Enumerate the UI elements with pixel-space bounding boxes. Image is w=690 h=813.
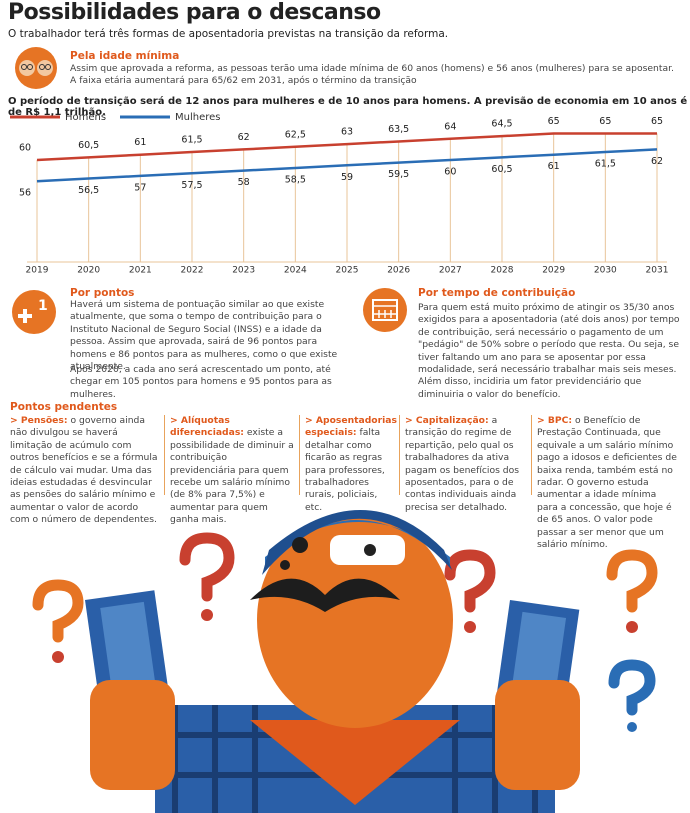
section-text: Após 2020, a cada ano será acrescentado … [70, 364, 332, 400]
icon-glyph: 1 [38, 298, 48, 314]
line-chart: Homens Mulheres 2019 2020 2021 2022 2023 2024 20… [10, 112, 669, 276]
pending-item: > BPC: o Benefício de Prestação Continua… [537, 415, 677, 551]
chart-title: O período de transição será de 12 anos p… [8, 96, 688, 118]
value-label: 64 [444, 121, 456, 132]
value-label: 60 [19, 143, 31, 154]
value-label: 60,5 [491, 164, 512, 175]
pending-label: > Capitalização: [405, 415, 489, 426]
pending-label: > Aposentadorias especiais: [305, 415, 397, 439]
section-text: Para quem está muito próximo de atingir … [418, 302, 680, 400]
x-tick-label: 2022 [181, 266, 204, 276]
x-tick-label: 2019 [26, 266, 49, 276]
x-tick-label: 2027 [439, 266, 462, 276]
value-label: 59 [341, 172, 353, 183]
pending-text: existe a possibilidade de diminuir a con… [170, 427, 294, 526]
pending-text: falta detalhar como ficarão as regras pa… [305, 427, 385, 513]
x-tick-label: 2031 [646, 266, 669, 276]
pending-label: > Alíquotas diferenciadas: [170, 415, 244, 439]
section-heading: Pontos pendentes [10, 401, 118, 413]
calendar-icon [363, 288, 407, 332]
value-label: 65 [599, 116, 611, 127]
legend-label: Homens [65, 112, 106, 123]
x-tick-label: 2028 [491, 266, 514, 276]
value-label: 62,5 [285, 129, 306, 140]
pending-text: o governo ainda não divulgou se haverá l… [10, 415, 158, 526]
x-tick-label: 2029 [542, 266, 565, 276]
elderly-icon [15, 47, 57, 89]
value-label: 61 [548, 161, 560, 172]
x-tick-label: 2024 [284, 266, 307, 276]
subtitle: O trabalhador terá três formas de aposen… [8, 28, 449, 40]
value-label: 62 [651, 156, 663, 167]
value-label: 56,5 [78, 185, 99, 196]
divider [299, 415, 300, 495]
value-label: 61,5 [181, 135, 202, 146]
section-heading: Pela idade mínima [70, 50, 180, 62]
points-icon: 1 [12, 290, 56, 334]
section-text: Assim que aprovada a reforma, as pessoas… [70, 63, 674, 87]
section-heading: Por pontos [70, 287, 135, 299]
series-line [36, 148, 658, 183]
value-label: 60 [444, 167, 456, 178]
pending-label: > Pensões: [10, 415, 68, 426]
value-label: 61 [134, 137, 146, 148]
value-label: 61,5 [595, 159, 616, 170]
pending-text: a transição do regime de repartição, pel… [405, 415, 520, 513]
value-label: 64,5 [491, 119, 512, 130]
value-label: 62 [238, 132, 250, 143]
x-tick-label: 2023 [232, 266, 255, 276]
value-label: 65 [651, 116, 663, 127]
pending-text: o Benefício de Prestação Continuada, que… [537, 415, 677, 551]
pending-label: > BPC: [537, 415, 573, 426]
section-heading: Por tempo de contribuição [418, 287, 576, 299]
divider [531, 415, 532, 495]
x-tick-label: 2025 [336, 266, 359, 276]
x-tick-label: 2030 [594, 266, 617, 276]
value-label: 63 [341, 127, 353, 138]
legend-label: Mulheres [175, 112, 221, 123]
value-label: 63,5 [388, 124, 409, 135]
section-text: Haverá um sistema de pontuação similar a… [70, 299, 338, 373]
value-label: 58 [238, 177, 250, 188]
x-tick-label: 2026 [387, 266, 410, 276]
value-label: 56 [19, 188, 31, 199]
value-label: 58,5 [285, 174, 306, 185]
pending-item: > Capitalização: a transição do regime d… [405, 415, 527, 514]
divider [164, 415, 165, 495]
series-line [36, 132, 657, 162]
pending-item: > Alíquotas diferenciadas: existe a poss… [170, 415, 295, 527]
value-label: 59,5 [388, 169, 409, 180]
x-tick-label: 2020 [77, 266, 100, 276]
value-label: 57 [134, 182, 146, 193]
illustration [32, 510, 658, 813]
x-tick-label: 2021 [129, 266, 152, 276]
value-label: 65 [548, 116, 560, 127]
title: Possibilidades para o descanso [8, 0, 381, 25]
value-label: 60,5 [78, 140, 99, 151]
value-label: 57,5 [181, 180, 202, 191]
divider [399, 415, 400, 495]
pending-item: > Aposentadorias especiais: falta detalh… [305, 415, 397, 514]
pending-item: > Pensões: o governo ainda não divulgou … [10, 415, 160, 527]
